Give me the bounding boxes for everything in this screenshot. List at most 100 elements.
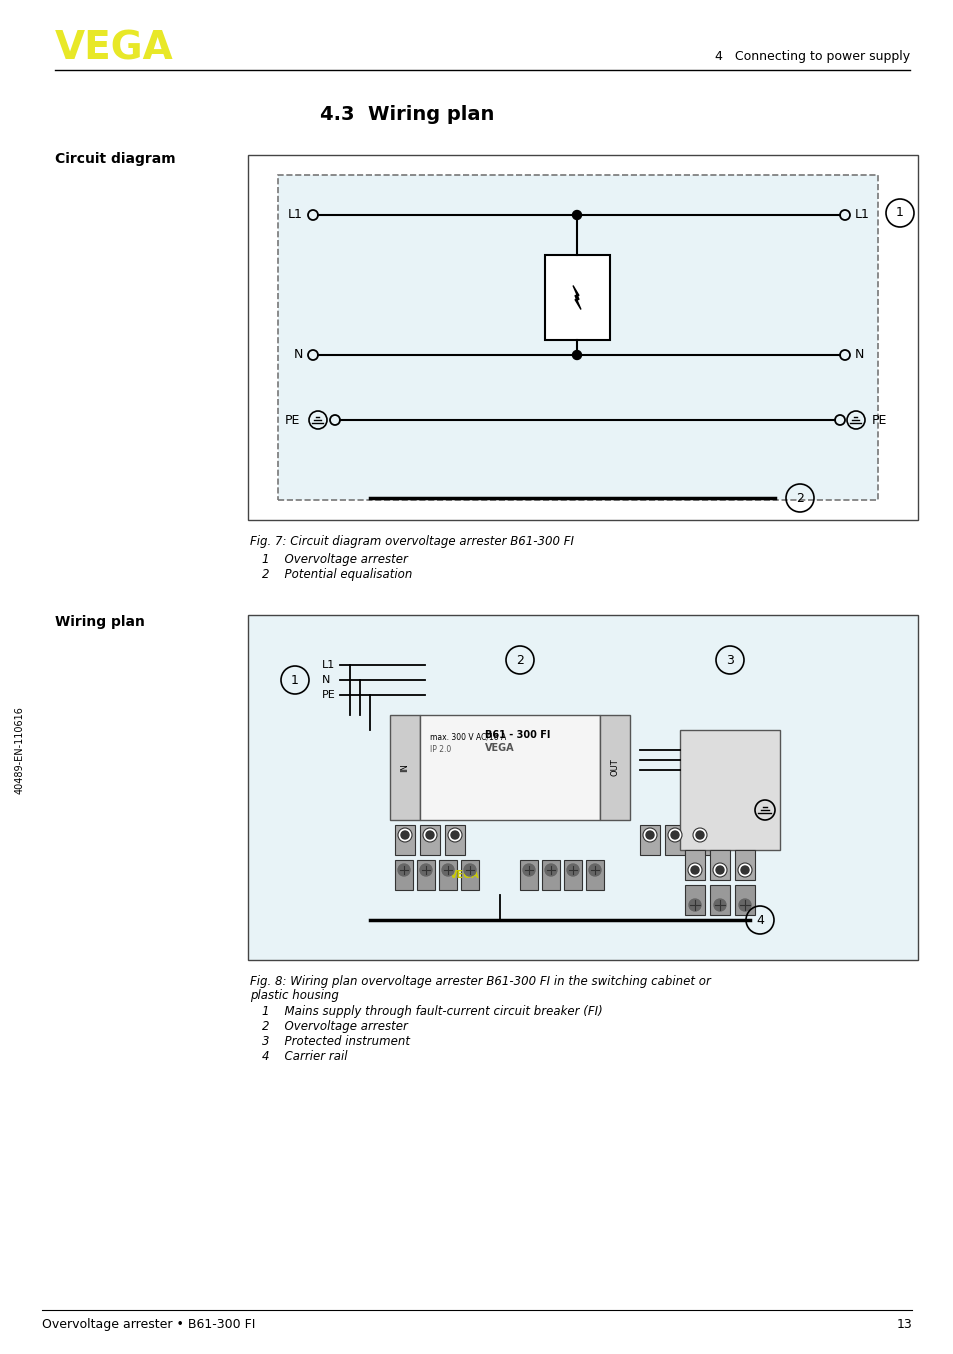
Bar xyxy=(438,860,456,890)
Bar xyxy=(395,825,415,854)
Text: 2    Potential equalisation: 2 Potential equalisation xyxy=(262,567,412,581)
Text: plastic housing: plastic housing xyxy=(250,988,338,1002)
Text: 40489-EN-110616: 40489-EN-110616 xyxy=(15,705,25,793)
Bar xyxy=(419,715,599,821)
Bar xyxy=(460,860,478,890)
Bar xyxy=(679,730,780,850)
Circle shape xyxy=(463,864,476,876)
Text: 1    Mains supply through fault-current circuit breaker (FI): 1 Mains supply through fault-current cir… xyxy=(262,1005,602,1018)
Text: B61 - 300 FI: B61 - 300 FI xyxy=(484,730,550,741)
Circle shape xyxy=(451,831,458,839)
Bar xyxy=(563,860,581,890)
Circle shape xyxy=(448,829,461,842)
Bar xyxy=(684,886,704,915)
Circle shape xyxy=(566,864,578,876)
Bar xyxy=(444,825,464,854)
Bar xyxy=(248,154,917,520)
Bar xyxy=(639,825,659,854)
Bar xyxy=(709,886,729,915)
Polygon shape xyxy=(573,286,580,310)
Text: 1    Overvoltage arrester: 1 Overvoltage arrester xyxy=(262,552,408,566)
Bar xyxy=(277,175,877,500)
Circle shape xyxy=(713,899,725,911)
Bar xyxy=(664,825,684,854)
Text: VEGA: VEGA xyxy=(484,743,514,753)
Bar xyxy=(519,860,537,890)
Text: PE: PE xyxy=(871,413,886,427)
Text: IP 2.0: IP 2.0 xyxy=(430,745,451,754)
Bar xyxy=(585,860,603,890)
Text: 2    Overvoltage arrester: 2 Overvoltage arrester xyxy=(262,1020,408,1033)
Text: IN: IN xyxy=(400,764,409,772)
Circle shape xyxy=(522,864,535,876)
Circle shape xyxy=(422,829,436,842)
Text: N: N xyxy=(854,348,863,362)
Bar xyxy=(734,886,754,915)
Text: OUT: OUT xyxy=(610,758,618,776)
Bar xyxy=(599,715,629,821)
Text: 13: 13 xyxy=(895,1317,911,1331)
Circle shape xyxy=(588,864,600,876)
Circle shape xyxy=(667,829,681,842)
Circle shape xyxy=(670,831,679,839)
Bar xyxy=(416,860,435,890)
Text: Fig. 7: Circuit diagram overvoltage arrester B61-300 FI: Fig. 7: Circuit diagram overvoltage arre… xyxy=(250,535,574,548)
Bar xyxy=(734,850,754,880)
Circle shape xyxy=(739,899,750,911)
Bar xyxy=(248,615,917,960)
Bar xyxy=(277,175,877,500)
Circle shape xyxy=(419,864,432,876)
Text: N: N xyxy=(294,348,303,362)
Circle shape xyxy=(690,867,699,873)
Text: Circuit diagram: Circuit diagram xyxy=(55,152,175,167)
Text: Wiring plan: Wiring plan xyxy=(55,615,145,630)
Circle shape xyxy=(696,831,703,839)
Circle shape xyxy=(397,829,412,842)
Circle shape xyxy=(400,831,409,839)
Text: PE: PE xyxy=(322,691,335,700)
Text: 2: 2 xyxy=(516,654,523,666)
Text: VEGA: VEGA xyxy=(55,30,173,68)
Circle shape xyxy=(544,864,557,876)
Circle shape xyxy=(642,829,657,842)
Text: 4    Carrier rail: 4 Carrier rail xyxy=(262,1049,347,1063)
Text: 3    Protected instrument: 3 Protected instrument xyxy=(262,1034,410,1048)
Circle shape xyxy=(712,862,726,877)
Text: L1: L1 xyxy=(854,209,869,222)
Text: 1: 1 xyxy=(895,207,903,219)
Circle shape xyxy=(687,862,701,877)
Circle shape xyxy=(738,862,751,877)
Bar xyxy=(684,850,704,880)
Text: L1: L1 xyxy=(288,209,303,222)
Text: 4   Connecting to power supply: 4 Connecting to power supply xyxy=(714,50,909,64)
Text: N: N xyxy=(322,676,330,685)
Bar xyxy=(390,715,419,821)
Bar xyxy=(395,860,413,890)
Circle shape xyxy=(426,831,434,839)
Text: PE: PE xyxy=(284,413,299,427)
Text: 3: 3 xyxy=(725,654,733,666)
Bar xyxy=(709,850,729,880)
Bar xyxy=(541,860,559,890)
Circle shape xyxy=(688,899,700,911)
Text: Overvoltage arrester • B61-300 FI: Overvoltage arrester • B61-300 FI xyxy=(42,1317,255,1331)
Circle shape xyxy=(572,210,581,219)
Text: L1: L1 xyxy=(322,659,335,670)
Text: VEGA: VEGA xyxy=(450,871,479,880)
Circle shape xyxy=(645,831,654,839)
Circle shape xyxy=(740,867,748,873)
Text: 1: 1 xyxy=(291,673,298,686)
Text: Fig. 8: Wiring plan overvoltage arrester B61-300 FI in the switching cabinet or: Fig. 8: Wiring plan overvoltage arrester… xyxy=(250,975,710,988)
Circle shape xyxy=(716,867,723,873)
Text: 4.3  Wiring plan: 4.3 Wiring plan xyxy=(319,106,494,125)
Text: 4: 4 xyxy=(756,914,763,926)
Bar xyxy=(689,825,709,854)
Text: 2: 2 xyxy=(795,492,803,505)
Circle shape xyxy=(572,351,581,360)
Bar xyxy=(544,255,609,340)
Text: max. 300 V AC/16 A: max. 300 V AC/16 A xyxy=(430,733,506,742)
Bar xyxy=(419,825,439,854)
Circle shape xyxy=(692,829,706,842)
Circle shape xyxy=(397,864,410,876)
Circle shape xyxy=(441,864,454,876)
